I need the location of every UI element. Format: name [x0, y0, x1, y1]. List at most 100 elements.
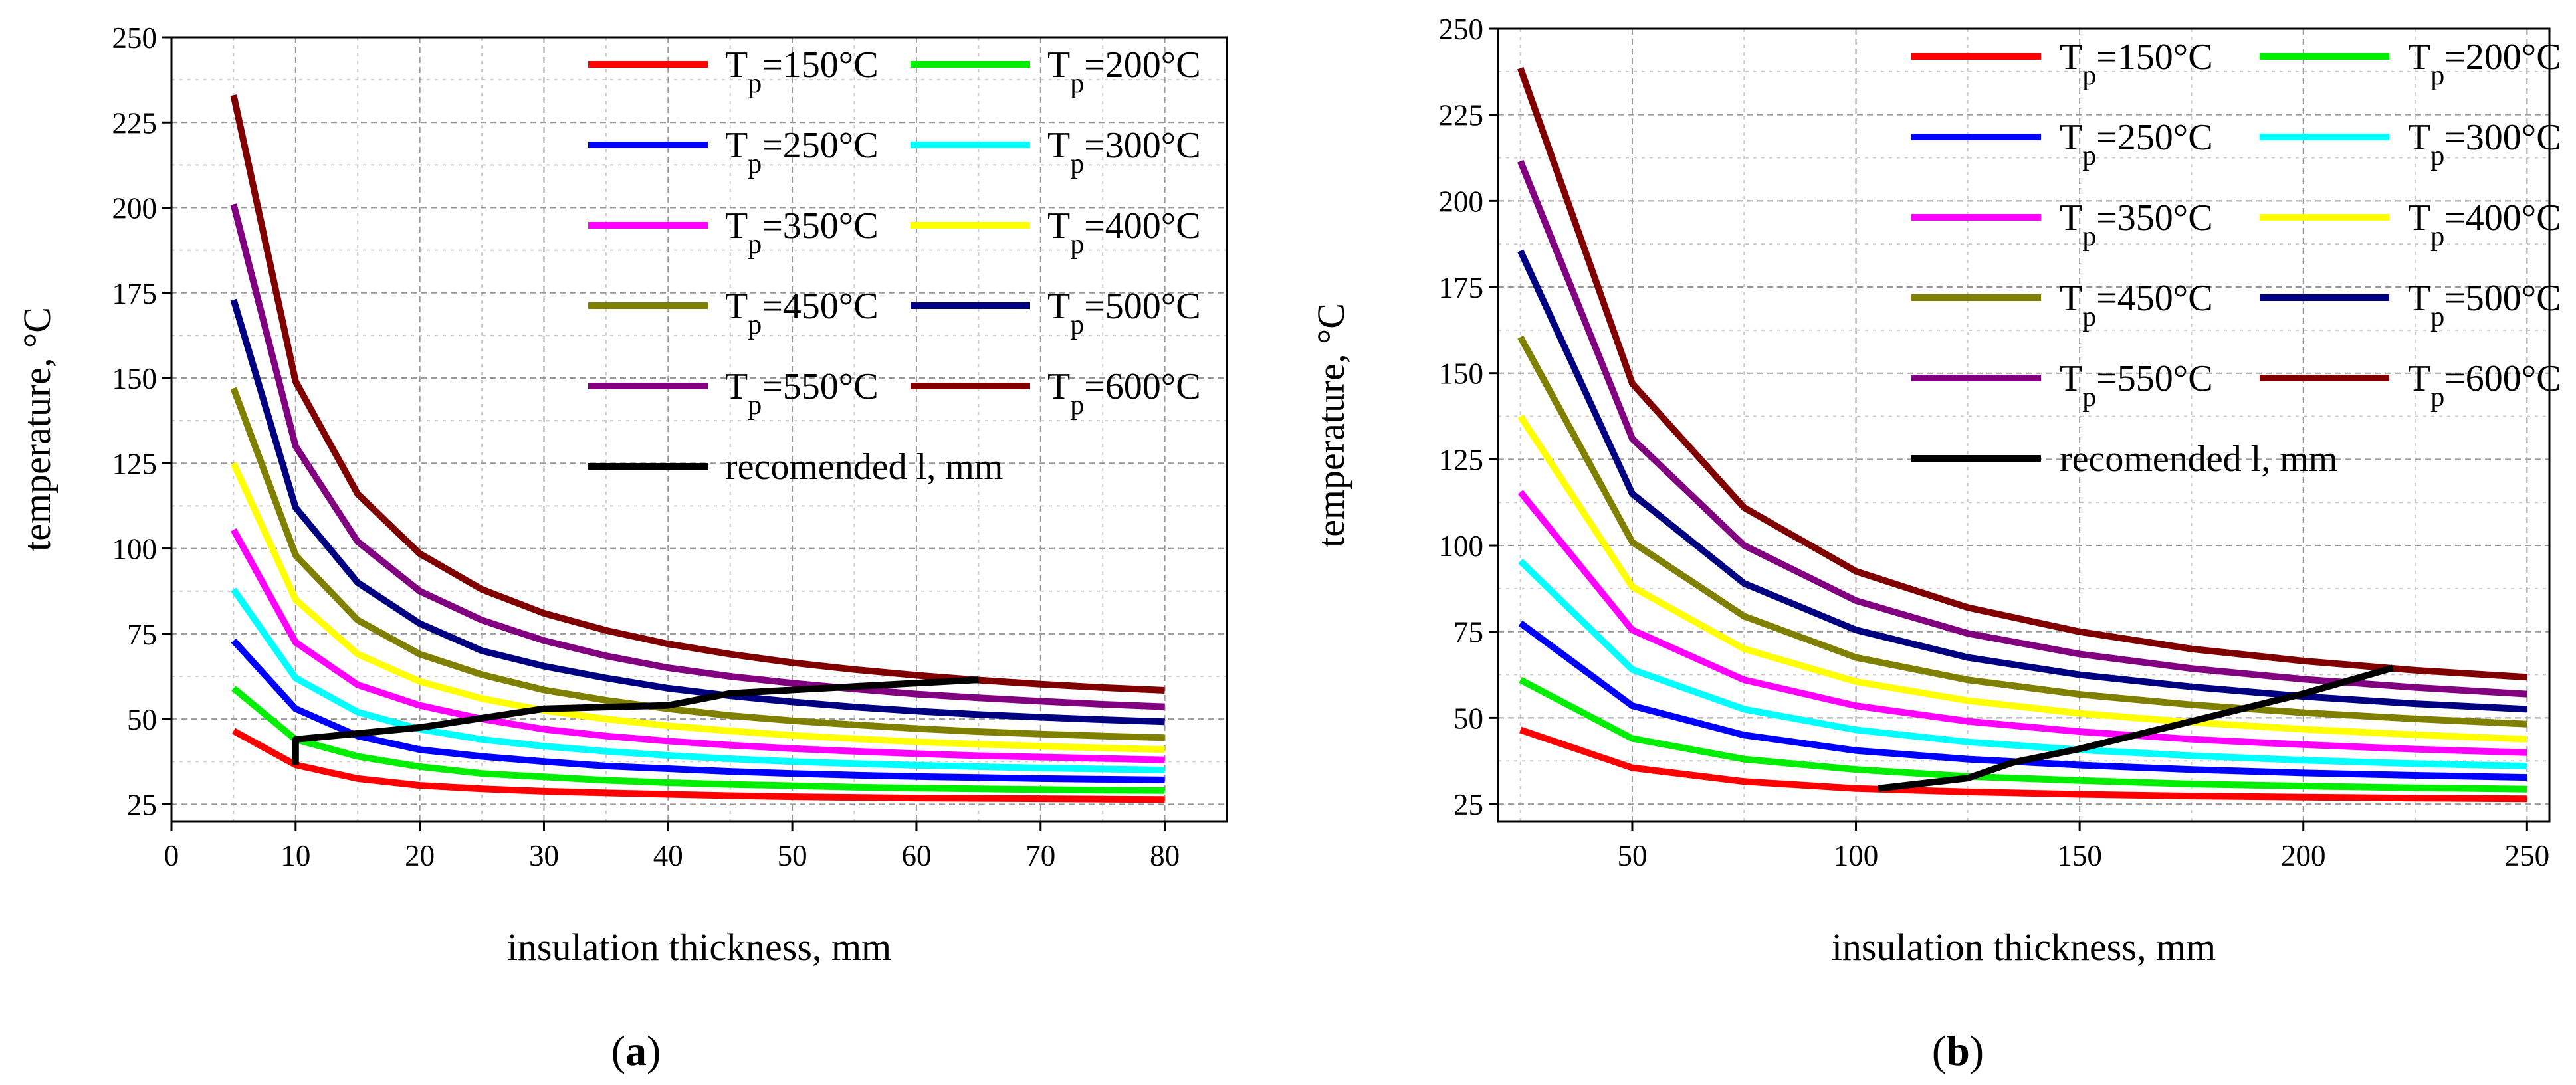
legend-entry-label: Tp=400°C [1047, 205, 1201, 260]
legend-t-symbol: T [2408, 358, 2430, 399]
x-tick-label: 0 [164, 839, 179, 872]
y-axis-title: temperature, °C [15, 307, 58, 551]
legend-t-symbol: T [2060, 278, 2082, 319]
series-line-tp250 [231, 638, 1165, 783]
y-tick-label: 125 [112, 447, 158, 480]
legend-t-symbol: T [2060, 197, 2082, 239]
legend-subscript: p [1070, 149, 1084, 179]
y-tick-label: 175 [112, 277, 158, 310]
legend-value: =200°C [1084, 45, 1200, 86]
x-tick-label: 50 [1617, 839, 1647, 872]
legend-subscript: p [748, 229, 762, 260]
series-line-tp350 [231, 528, 1165, 763]
series-line-tp350 [1517, 490, 2527, 756]
series-line-tp450 [1517, 335, 2527, 728]
x-tick-label: 20 [405, 839, 435, 872]
x-tick-label: 100 [1834, 839, 1879, 872]
panel-label-letter: a [625, 1027, 647, 1074]
legend-entry-label: Tp=450°C [2060, 278, 2213, 332]
panel-label-close: ) [1970, 1027, 1984, 1074]
legend-subscript: p [2430, 141, 2444, 171]
legend-entry-label: Tp=450°C [725, 286, 879, 340]
legend-value: =300°C [2444, 117, 2561, 158]
legend-t-symbol: T [2408, 197, 2430, 239]
y-tick-label: 100 [1439, 530, 1484, 563]
recommended-thickness-line [1878, 664, 2394, 792]
legend-t-symbol: T [1047, 45, 1070, 86]
legend-entry-label: Tp=500°C [2408, 278, 2561, 332]
y-tick-label: 100 [112, 533, 158, 566]
legend-t-symbol: T [2408, 37, 2430, 78]
legend-entry-label: Tp=600°C [1047, 366, 1201, 421]
panel-label: (a) [611, 1027, 661, 1074]
panel-label-close: ) [647, 1027, 661, 1074]
y-tick-label: 200 [112, 192, 158, 225]
series-line-tp200 [1519, 676, 2527, 793]
legend-entry-label: Tp=250°C [725, 125, 879, 179]
legend-entry-label: Tp=550°C [2060, 358, 2213, 413]
legend-value: =400°C [2444, 197, 2561, 239]
x-tick-label: 50 [778, 839, 807, 872]
y-tick-label: 25 [1453, 788, 1483, 821]
y-tick-label: 200 [1439, 185, 1484, 218]
series-line-tp500 [230, 298, 1165, 726]
legend-subscript: p [1070, 310, 1084, 340]
legend-value: =350°C [2096, 197, 2212, 239]
legend-value: =600°C [1084, 366, 1200, 407]
legend-value: =450°C [762, 286, 878, 327]
series-line-tp500 [1517, 249, 2527, 713]
y-tick-label: 50 [1453, 702, 1483, 735]
series-line-tp300 [231, 587, 1165, 773]
series-line-tp150 [231, 728, 1165, 803]
legend-entry-label: Tp=250°C [2060, 117, 2213, 171]
series-line-tp300 [1518, 558, 2527, 769]
legend-value: =400°C [1084, 205, 1200, 247]
legend-value: =150°C [2096, 37, 2212, 78]
chart-panel-b: 50 100 150 200 250 25 50 75 100 125 150 175 200 225 25… [1309, 13, 2561, 1074]
y-tick-label: 150 [1439, 357, 1484, 391]
legend-t-symbol: T [2060, 358, 2082, 399]
legend-value: =350°C [762, 205, 878, 247]
legend-entry-label: Tp=300°C [1047, 125, 1201, 179]
legend-value: =550°C [2096, 358, 2212, 399]
y-tick-label: 25 [127, 788, 157, 821]
y-tick-label: 225 [1439, 99, 1484, 132]
legend-entry-label: Tp=200°C [1047, 45, 1201, 99]
legend-value: =250°C [2096, 117, 2212, 158]
legend-subscript: p [2082, 302, 2096, 332]
legend-subscript: p [1070, 390, 1084, 421]
legend-t-symbol: T [725, 205, 748, 247]
legend-value: =500°C [2444, 278, 2561, 319]
legend-subscript: p [748, 390, 762, 421]
plot-frame [170, 36, 1228, 823]
panel-label-open: ( [611, 1027, 625, 1074]
legend-entry-label: Tp=350°C [725, 205, 879, 260]
legend-entry-label: Tp=200°C [2408, 37, 2561, 91]
legend-value: =550°C [762, 366, 878, 407]
series-line-tp550 [230, 203, 1165, 710]
y-tick-label: 125 [1439, 443, 1484, 476]
x-axis-title: insulation thickness, mm [1832, 926, 2216, 969]
legend-t-symbol: T [2060, 117, 2082, 158]
panel-label: (b) [1932, 1027, 1984, 1074]
legend-entry-label: Tp=500°C [1047, 286, 1201, 340]
series-line-tp450 [230, 387, 1165, 741]
y-tick-label: 50 [127, 703, 157, 736]
recommended-thickness-line [292, 676, 979, 765]
x-tick-label: 200 [2281, 839, 2326, 872]
legend-subscript: p [748, 310, 762, 340]
legend-entry-label: Tp=600°C [2408, 358, 2561, 413]
legend-t-symbol: T [725, 286, 748, 327]
x-tick-label: 80 [1150, 839, 1180, 872]
legend-entry-label: Tp=150°C [725, 45, 879, 99]
legend-subscript: p [2082, 141, 2096, 171]
legend-t-symbol: T [1047, 125, 1070, 166]
series-line-tp400 [1517, 414, 2527, 743]
x-axis-title: insulation thickness, mm [507, 926, 891, 969]
legend-value: =200°C [2444, 37, 2561, 78]
legend-entry-label: recomended l, mm [725, 446, 1003, 488]
y-tick-label: 250 [112, 21, 158, 54]
x-tick-label: 250 [2505, 839, 2550, 872]
legend-subscript: p [2430, 60, 2444, 91]
